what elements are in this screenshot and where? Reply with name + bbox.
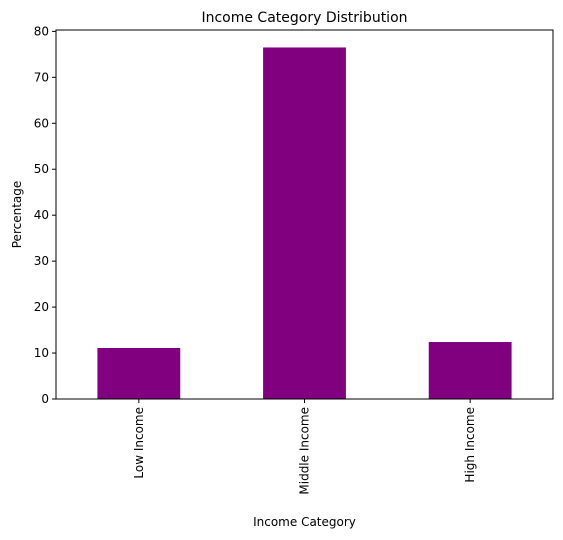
bar-high-income <box>428 342 512 399</box>
y-tick-label: 0 <box>41 392 49 406</box>
y-tick-label: 10 <box>34 346 49 360</box>
y-tick-label: 70 <box>34 70 49 84</box>
x-tick-label: Middle Income <box>298 407 312 495</box>
y-tick-label: 50 <box>34 162 49 176</box>
x-axis-ticks: Low Income Middle Income High Income <box>132 399 477 495</box>
y-axis-label: Percentage <box>10 181 24 249</box>
x-tick-label: Low Income <box>132 407 146 479</box>
bars <box>97 47 512 400</box>
x-tick-label: High Income <box>463 407 477 483</box>
bar-low-income <box>97 347 181 399</box>
bar-middle-income <box>263 47 346 400</box>
y-axis-ticks: 0 10 20 30 40 50 60 70 80 <box>34 24 56 406</box>
chart-title: Income Category Distribution <box>201 10 407 26</box>
y-tick-label: 40 <box>34 208 49 222</box>
y-tick-label: 80 <box>34 24 49 38</box>
y-tick-label: 30 <box>34 254 49 268</box>
x-axis-label: Income Category <box>253 515 356 529</box>
y-tick-label: 20 <box>34 300 49 314</box>
plot-area: 0 10 20 30 40 50 60 70 80 Low Income Middle Incom… <box>34 24 554 495</box>
y-tick-label: 60 <box>34 116 49 130</box>
